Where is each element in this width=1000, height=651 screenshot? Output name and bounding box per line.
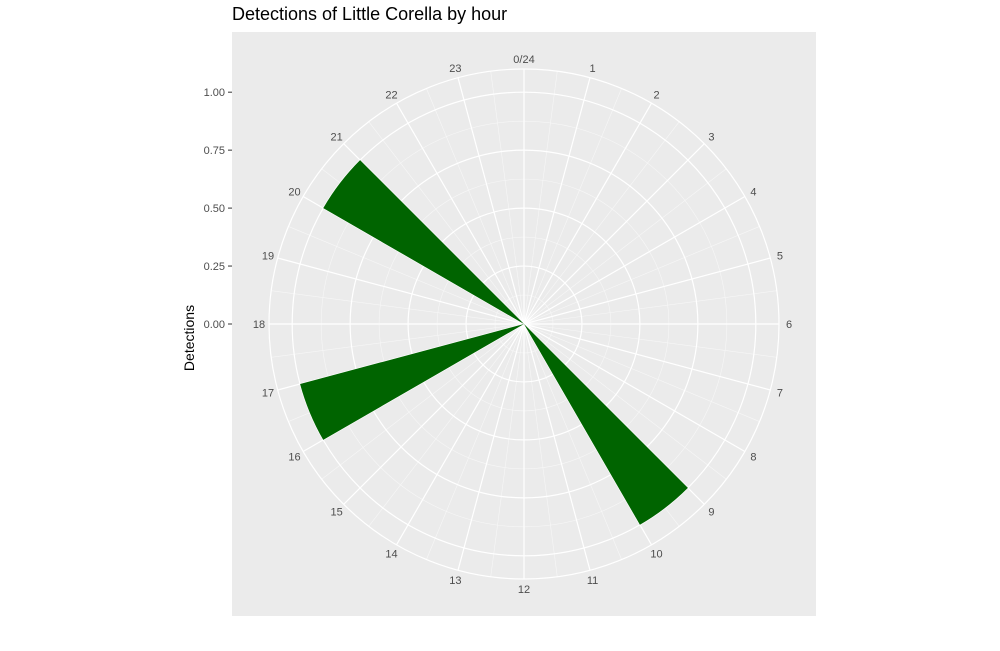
bars bbox=[300, 160, 688, 525]
hour-tick-labels: 0/24123456789101112131415161718192021222… bbox=[253, 54, 792, 596]
radial-major-gridline bbox=[523, 323, 591, 571]
radial-minor-gridline bbox=[288, 226, 525, 325]
radial-major-gridline bbox=[457, 77, 525, 325]
radial-minor-gridline bbox=[523, 88, 622, 325]
radial-minor-gridline bbox=[523, 168, 727, 325]
radial-minor-gridline bbox=[368, 323, 525, 527]
hour-label-3: 3 bbox=[708, 132, 714, 144]
y-tick-label: 0.50 bbox=[204, 203, 225, 215]
hour-label-17: 17 bbox=[262, 388, 274, 400]
radial-major-gridline bbox=[277, 257, 525, 325]
radial-major-gridline bbox=[395, 102, 525, 325]
radial-minor-gridline bbox=[523, 290, 777, 325]
radial-major-gridline bbox=[523, 323, 653, 546]
radial-minor-gridline bbox=[271, 323, 525, 358]
radial-minor-gridline bbox=[321, 323, 525, 480]
radial-major-gridline bbox=[523, 195, 746, 325]
hour-label-18: 18 bbox=[253, 319, 265, 331]
hour-label-12: 12 bbox=[518, 584, 530, 596]
radial-minor-gridline bbox=[490, 71, 525, 325]
radial-minor-gridline bbox=[271, 290, 525, 325]
radial-minor-gridline bbox=[523, 226, 760, 325]
hour-label-20: 20 bbox=[288, 187, 300, 199]
radial-major-gridline bbox=[523, 257, 771, 325]
y-tick-label: 0.25 bbox=[204, 261, 225, 273]
hour-label-19: 19 bbox=[262, 250, 274, 262]
y-axis: 0.00 0.25 0.50 0.75 1.00 bbox=[204, 87, 232, 331]
hour-label-6: 6 bbox=[786, 319, 792, 331]
y-tick-label: 0.00 bbox=[204, 319, 225, 331]
radial-minor-gridline bbox=[523, 323, 622, 560]
radial-minor-gridline bbox=[368, 121, 525, 325]
hour-label-21: 21 bbox=[330, 132, 342, 144]
hour-label-13: 13 bbox=[449, 575, 461, 587]
hour-label-8: 8 bbox=[750, 452, 756, 464]
hour-label-10: 10 bbox=[650, 548, 662, 560]
hour-label-16: 16 bbox=[288, 452, 300, 464]
radial-minor-gridline bbox=[426, 323, 525, 560]
radial-minor-gridline bbox=[523, 323, 558, 577]
y-tick-label: 0.75 bbox=[204, 145, 225, 157]
hour-label-14: 14 bbox=[385, 548, 397, 560]
hour-label-2: 2 bbox=[653, 90, 659, 102]
radial-minor-gridline bbox=[523, 71, 558, 325]
hour-label-5: 5 bbox=[777, 250, 783, 262]
radial-major-gridline bbox=[523, 102, 653, 325]
hour-label-9: 9 bbox=[708, 506, 714, 518]
radial-major-gridline bbox=[457, 323, 525, 571]
radial-major-gridline bbox=[395, 323, 525, 546]
hour-label-1: 1 bbox=[590, 63, 596, 75]
radial-minor-gridline bbox=[523, 121, 680, 325]
radial-major-gridline bbox=[523, 323, 771, 391]
radial-minor-gridline bbox=[523, 323, 727, 480]
bar-hour-20 bbox=[323, 160, 524, 324]
radial-minor-gridline bbox=[426, 88, 525, 325]
hour-label-22: 22 bbox=[385, 90, 397, 102]
radial-major-gridline bbox=[523, 77, 591, 325]
radial-major-gridline bbox=[523, 323, 746, 453]
hour-label-4: 4 bbox=[750, 187, 756, 199]
radial-major-gridline bbox=[343, 323, 525, 505]
y-tick-label: 1.00 bbox=[204, 87, 225, 99]
radial-minor-gridline bbox=[490, 323, 525, 577]
radial-major-gridline bbox=[523, 143, 705, 325]
hour-label-7: 7 bbox=[777, 388, 783, 400]
radial-minor-gridline bbox=[523, 323, 777, 358]
radial-minor-gridline bbox=[523, 323, 760, 422]
hour-label-15: 15 bbox=[330, 506, 342, 518]
hour-label-0-24: 0/24 bbox=[513, 54, 534, 66]
hour-label-11: 11 bbox=[587, 575, 598, 587]
chart-title: Detections of Little Corella by hour bbox=[232, 4, 508, 24]
hour-label-23: 23 bbox=[449, 63, 461, 75]
bar-hour-16 bbox=[300, 324, 524, 440]
bar-hour-9 bbox=[524, 324, 688, 525]
